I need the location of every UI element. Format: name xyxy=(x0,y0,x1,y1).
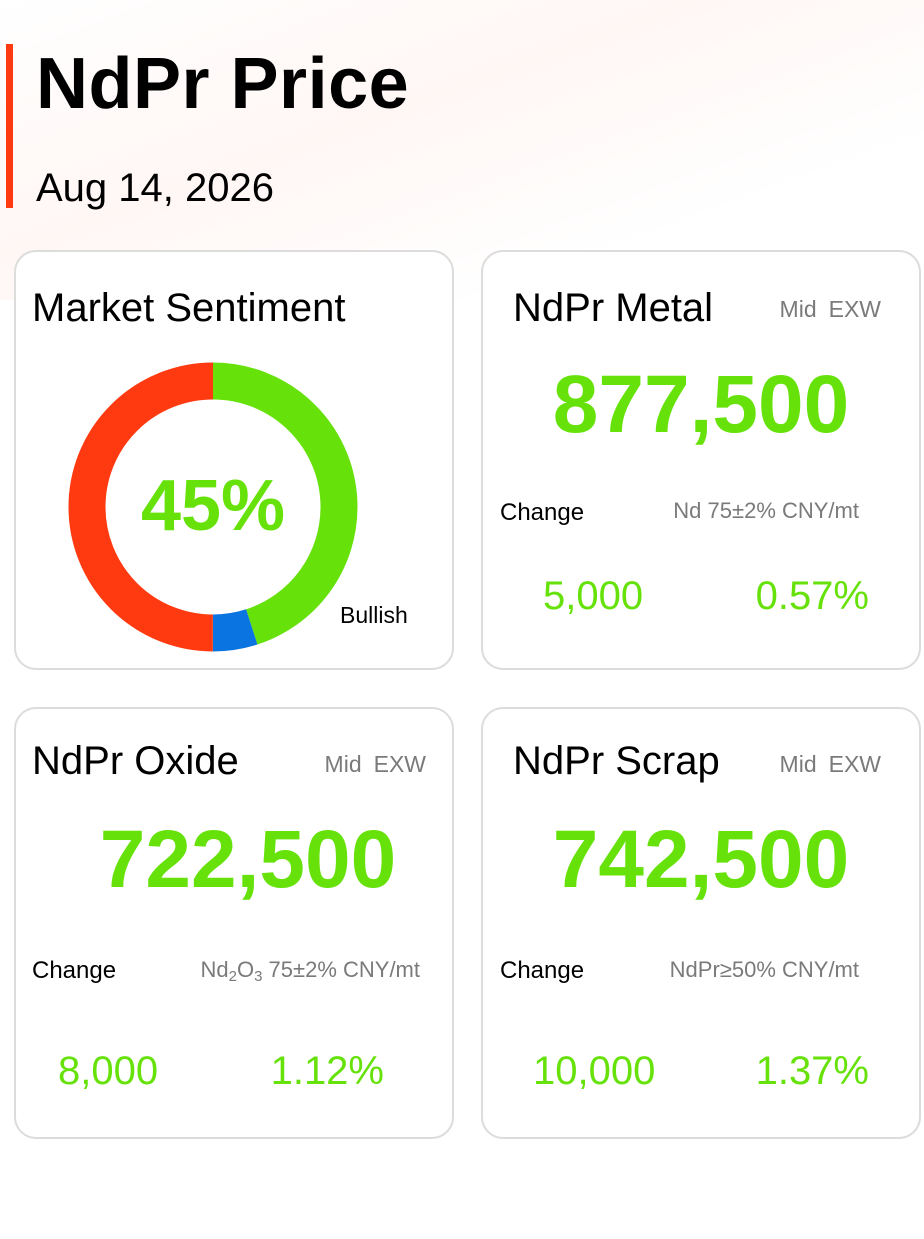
title-accent-bar xyxy=(6,44,13,208)
ndpr-metal-spec: Nd 75±2% CNY/mt xyxy=(673,498,859,523)
spec-sub-2: 2 xyxy=(228,968,237,985)
ndpr-oxide-title: NdPr Oxide xyxy=(32,739,239,783)
ndpr-scrap-card: NdPr Scrap Mid EXW 742,500 Change NdPr≥50… xyxy=(481,707,921,1139)
market-sentiment-card: Market Sentiment 45% Bullish xyxy=(14,250,454,670)
page-title: NdPr Price xyxy=(36,44,410,124)
ndpr-metal-change-pct: 0.57% xyxy=(755,574,869,618)
spec-o: O xyxy=(236,957,255,982)
mid-tag: Mid xyxy=(779,296,817,322)
sentiment-donut-chart xyxy=(68,362,358,652)
mid-tag: Mid xyxy=(324,751,362,777)
ndpr-scrap-tag: Mid EXW xyxy=(780,753,881,776)
ndpr-oxide-change-abs: 8,000 xyxy=(58,1049,159,1093)
ndpr-metal-tag: Mid EXW xyxy=(780,298,881,321)
ndpr-scrap-change-abs: 10,000 xyxy=(533,1049,656,1093)
spec-sub-3: 3 xyxy=(254,968,263,985)
market-sentiment-title: Market Sentiment xyxy=(32,286,346,330)
ndpr-oxide-change-pct: 1.12% xyxy=(270,1049,384,1093)
ndpr-oxide-card: NdPr Oxide Mid EXW 722,500 Change Nd2O3 7… xyxy=(14,707,454,1139)
spec-rest: 75±2% CNY/mt xyxy=(262,957,420,982)
page-date: Aug 14, 2026 xyxy=(36,166,274,210)
ndpr-metal-price: 877,500 xyxy=(552,359,850,450)
ndpr-oxide-change-label: Change xyxy=(32,957,117,984)
mid-tag: Mid xyxy=(779,751,817,777)
exw-tag: EXW xyxy=(828,751,881,777)
ndpr-oxide-tag: Mid EXW xyxy=(325,753,426,776)
ndpr-metal-title: NdPr Metal xyxy=(513,286,714,330)
sentiment-percent-label: 45% xyxy=(140,466,286,546)
spec-nd: Nd xyxy=(200,957,229,982)
ndpr-oxide-price: 722,500 xyxy=(99,814,397,905)
donut-segment-bearish xyxy=(68,362,358,652)
ndpr-scrap-change-label: Change xyxy=(500,957,585,984)
exw-tag: EXW xyxy=(373,751,426,777)
bullish-label: Bullish xyxy=(340,602,408,628)
ndpr-scrap-spec: NdPr≥50% CNY/mt xyxy=(669,957,859,982)
ndpr-metal-change-abs: 5,000 xyxy=(543,574,644,618)
donut-segment-neutral xyxy=(68,362,358,652)
ndpr-scrap-title: NdPr Scrap xyxy=(513,739,720,783)
ndpr-metal-change-label: Change xyxy=(500,499,585,526)
ndpr-metal-card: NdPr Metal Mid EXW 877,500 Change Nd 75±2… xyxy=(481,250,921,670)
ndpr-scrap-change-pct: 1.37% xyxy=(755,1049,869,1093)
ndpr-oxide-spec: Nd2O3 75±2% CNY/mt xyxy=(200,957,420,985)
ndpr-scrap-price: 742,500 xyxy=(552,814,850,905)
exw-tag: EXW xyxy=(828,296,881,322)
